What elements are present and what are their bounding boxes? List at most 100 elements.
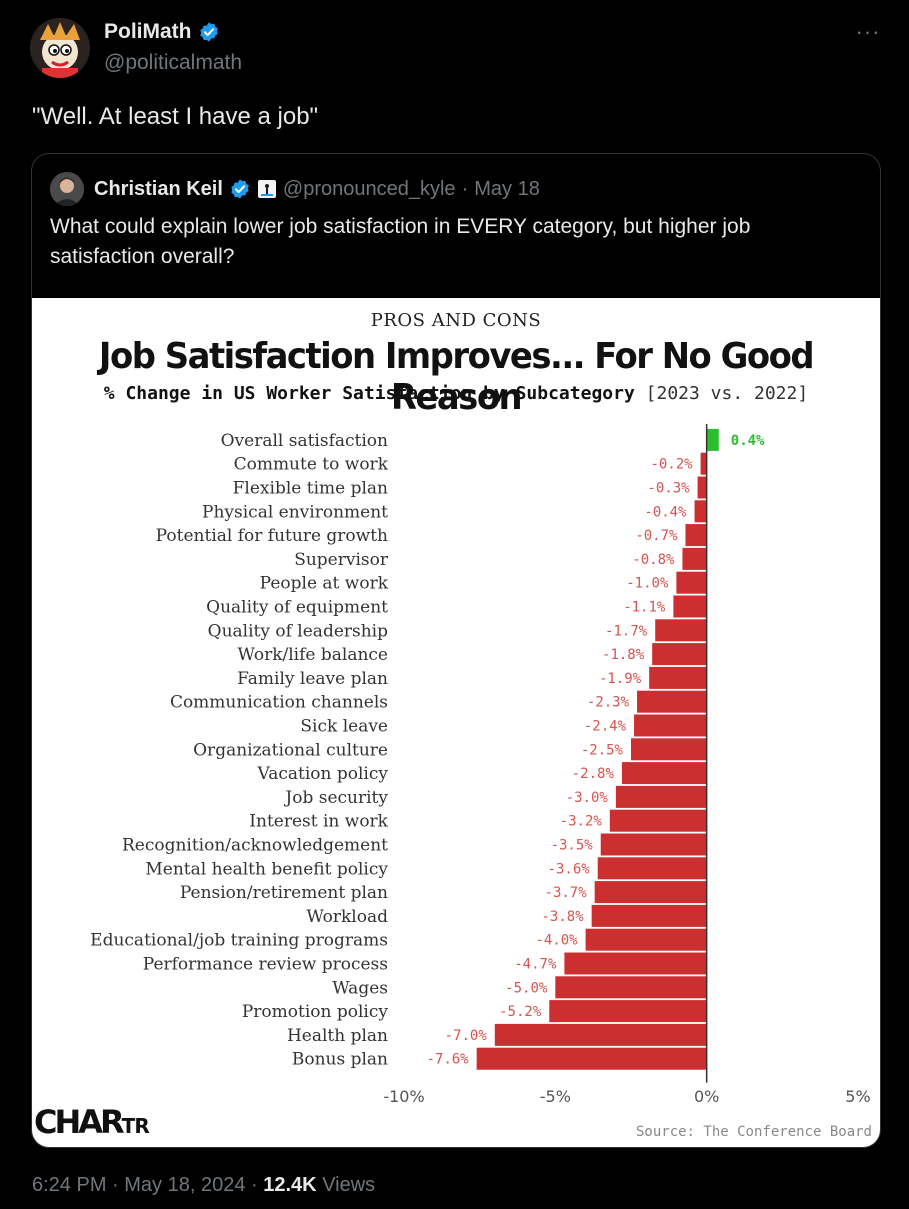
bar: [631, 738, 707, 761]
quote-separator-dot: ·: [461, 177, 469, 200]
tweet-time[interactable]: 6:24 PM: [32, 1174, 107, 1196]
author-name-row[interactable]: PoliMath: [104, 20, 220, 44]
category-label: Workload: [306, 907, 388, 927]
quote-header: Christian Keil @pronounced_kyle · May 18: [50, 172, 540, 206]
bar: [555, 976, 707, 999]
category-label: Wages: [332, 978, 388, 998]
value-label: -2.5%: [581, 742, 624, 758]
quote-date: May 18: [474, 177, 540, 200]
author-handle[interactable]: @politicalmath: [104, 51, 243, 74]
category-label: Potential for future growth: [156, 526, 388, 546]
bar: [676, 571, 707, 594]
bar: [549, 1000, 707, 1023]
meta-separator-dot: ·: [112, 1174, 125, 1196]
value-label: -1.9%: [599, 671, 642, 687]
value-label: -3.7%: [545, 885, 588, 901]
value-label: -0.7%: [635, 528, 678, 544]
value-label: -2.3%: [587, 695, 630, 711]
category-label: Pension/retirement plan: [180, 883, 388, 903]
verified-badge-icon: [231, 179, 249, 199]
category-label: Communication channels: [170, 693, 388, 713]
chart-title: Job Satisfaction Improves... For No Good…: [98, 336, 815, 418]
value-label: -0.2%: [650, 457, 693, 473]
category-label: Physical environment: [202, 502, 388, 522]
value-label: -7.0%: [445, 1028, 488, 1044]
category-label: Health plan: [287, 1026, 388, 1046]
category-label: Recognition/acknowledgement: [122, 836, 388, 856]
value-label: -7.6%: [426, 1052, 469, 1068]
category-label: Educational/job training programs: [90, 931, 388, 951]
bar: [697, 476, 707, 499]
cartoon-avatar-icon: [30, 18, 90, 78]
value-label: 0.4%: [731, 433, 765, 449]
chart-kicker: PROS AND CONS: [370, 310, 542, 331]
category-label: Work/life balance: [238, 645, 388, 665]
tweet-date[interactable]: May 18, 2024: [124, 1174, 246, 1196]
category-label: Overall satisfaction: [221, 431, 388, 451]
author-name[interactable]: PoliMath: [104, 20, 192, 43]
value-label: -4.7%: [514, 957, 557, 973]
category-label: People at work: [260, 574, 389, 594]
bar: [494, 1023, 707, 1046]
chart-subtitle: % Change in US Worker Satisfaction by Su…: [103, 383, 635, 404]
bar: [591, 904, 707, 927]
value-label: -0.3%: [647, 481, 690, 497]
value-label: -3.0%: [566, 790, 609, 806]
x-tick-label: -10%: [383, 1087, 424, 1106]
quoted-tweet-card[interactable]: Christian Keil @pronounced_kyle · May 18…: [31, 153, 881, 1148]
chartr-logo: CHARTR: [34, 1103, 150, 1141]
value-label: -2.4%: [584, 719, 627, 735]
x-tick-label: 0%: [694, 1087, 719, 1106]
value-label: -5.2%: [499, 1004, 542, 1020]
value-label: -1.7%: [605, 623, 648, 639]
bar: [600, 833, 707, 856]
category-label: Supervisor: [294, 550, 389, 570]
bar: [615, 785, 707, 808]
category-label: Interest in work: [249, 812, 388, 832]
value-label: -4.0%: [535, 933, 578, 949]
value-label: -1.1%: [623, 600, 666, 616]
bar: [655, 619, 707, 642]
category-label: Vacation policy: [257, 764, 389, 784]
category-label: Promotion policy: [242, 1002, 389, 1022]
bar: [597, 857, 707, 880]
chart-subtitle-row: % Change in US Worker Satisfaction by Su…: [32, 383, 880, 404]
value-label: -0.4%: [644, 504, 687, 520]
bar: [634, 714, 707, 737]
meta-separator-dot: ·: [251, 1174, 264, 1196]
more-options-icon[interactable]: ···: [855, 19, 881, 44]
tweet-meta: 6:24 PM · May 18, 2024 · 12.4K Views: [32, 1174, 375, 1197]
bar: [673, 595, 707, 618]
chart-source: Source: The Conference Board: [635, 1124, 872, 1140]
verified-badge-icon: [199, 22, 218, 42]
value-label: -1.0%: [626, 576, 669, 592]
bar: [621, 762, 707, 785]
value-label: -1.8%: [602, 647, 645, 663]
bar: [706, 428, 719, 451]
category-label: Commute to work: [234, 455, 389, 475]
bar: [637, 690, 707, 713]
chart-image[interactable]: PROS AND CONS Job Satisfaction Improves.…: [32, 298, 880, 1147]
category-label: Flexible time plan: [233, 479, 388, 499]
bar: [685, 524, 707, 547]
value-label: -0.8%: [632, 552, 675, 568]
author-avatar[interactable]: [30, 18, 90, 78]
bar: [700, 452, 707, 475]
x-tick-label: 5%: [845, 1087, 870, 1106]
value-label: -3.8%: [541, 909, 584, 925]
bar: [564, 952, 707, 975]
category-label: Mental health benefit policy: [145, 859, 388, 879]
x-tick-label: -5%: [540, 1087, 571, 1106]
value-label: -3.6%: [548, 861, 591, 877]
category-label: Family leave plan: [237, 669, 388, 689]
bar: [609, 809, 707, 832]
bar: [682, 547, 707, 570]
category-label: Quality of equipment: [206, 598, 388, 618]
affiliate-badge-icon: [257, 180, 276, 198]
value-label: -2.8%: [572, 766, 615, 782]
chart-subtitle-years: [2023 vs. 2022]: [645, 383, 809, 404]
bar: [649, 666, 707, 689]
category-label: Bonus plan: [292, 1050, 388, 1070]
views-count: 12.4K: [263, 1174, 317, 1196]
bar-chart: Overall satisfaction 0.4% Commute to work -…: [90, 424, 871, 1106]
